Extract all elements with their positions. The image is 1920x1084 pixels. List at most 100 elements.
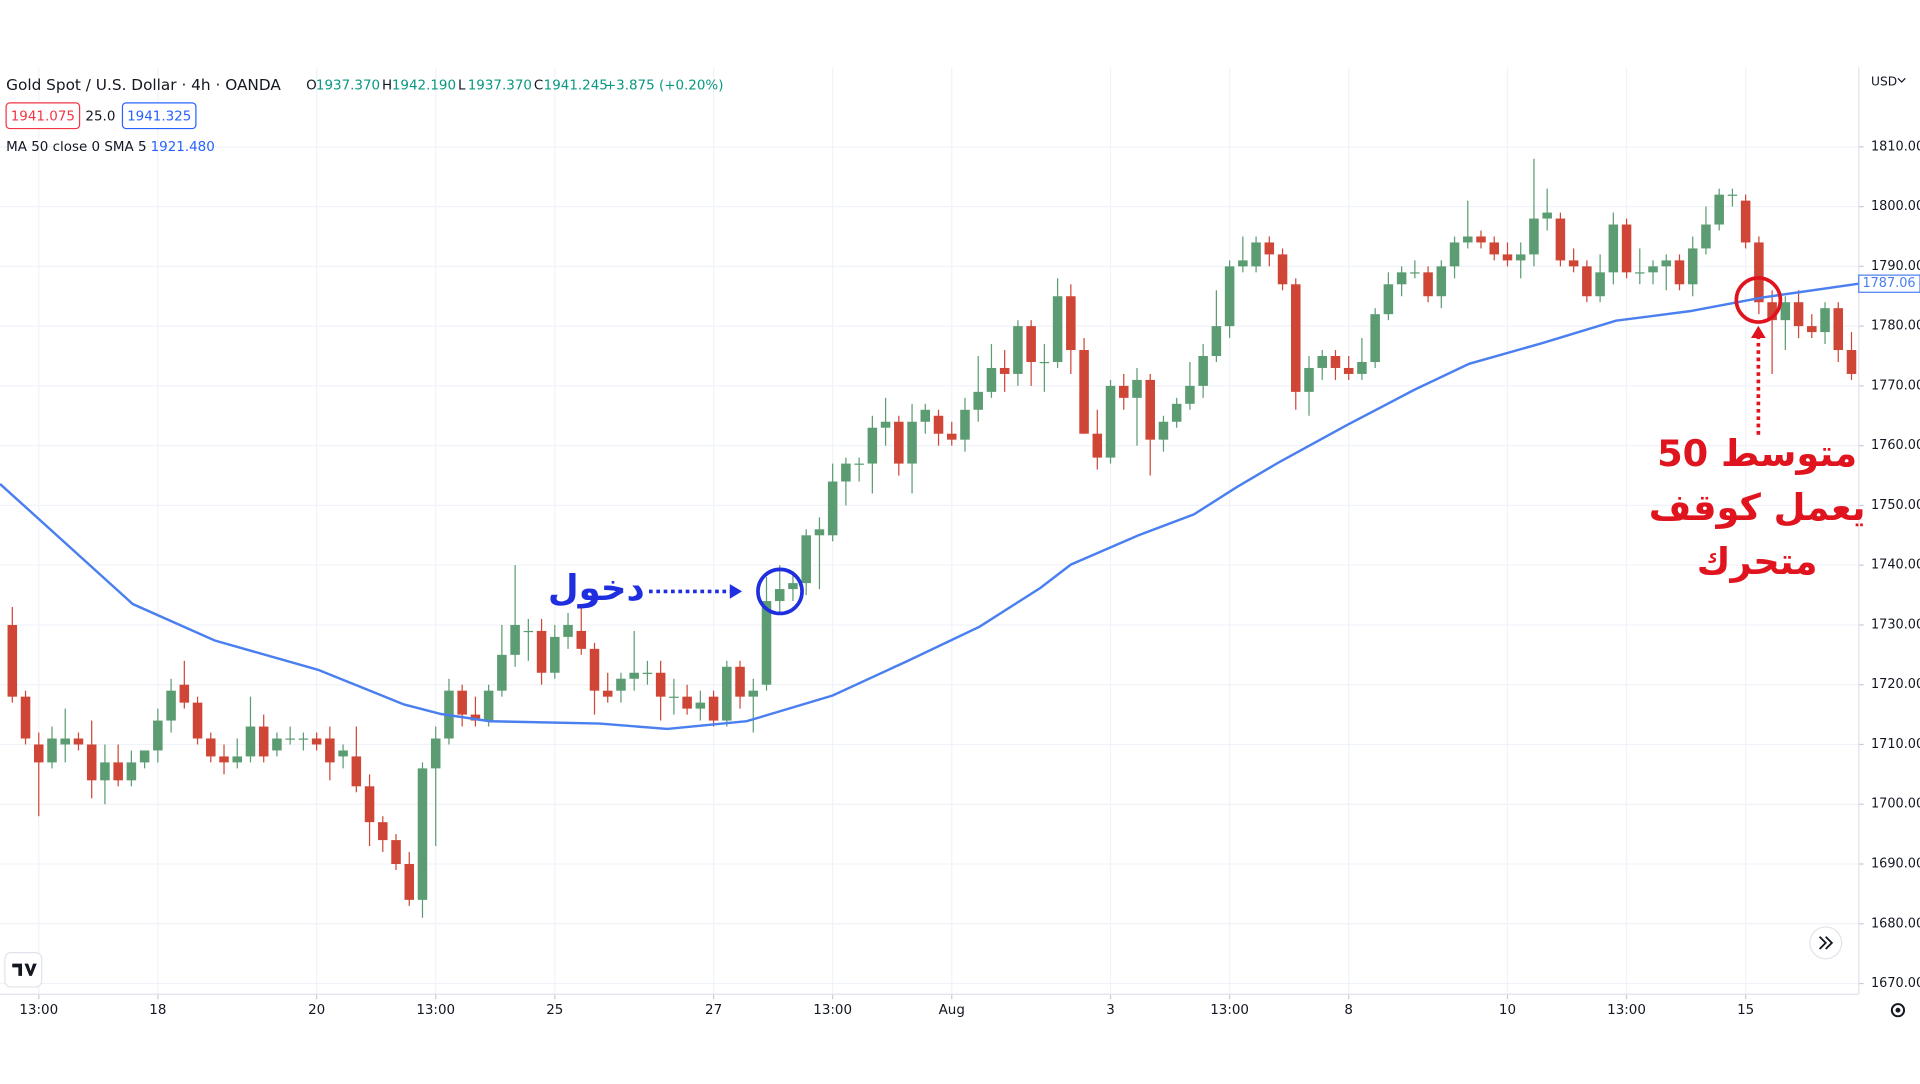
candle-body	[34, 744, 44, 763]
ohlc-value: 1937.370	[468, 79, 532, 94]
candle-body	[325, 738, 335, 763]
candle-body	[1568, 260, 1579, 267]
candle-body	[1436, 266, 1447, 297]
candle-body	[854, 463, 864, 465]
symbol: Gold Spot / U.S. Dollar · 4h · OANDA	[6, 76, 281, 94]
stop-arrowhead	[1751, 325, 1766, 338]
candle-body	[1105, 385, 1116, 458]
stop-circle	[1734, 276, 1783, 324]
ohlc-legend: O 1937.370 H 1942.190 L 1937.370 C 1941.245+3.8…	[306, 79, 723, 94]
candle-body	[206, 738, 216, 757]
y-tick-label: 1790.00	[1871, 259, 1920, 274]
candle-body	[1224, 266, 1235, 327]
candle-body	[669, 696, 679, 698]
y-tick-label: 1700.00	[1871, 797, 1920, 812]
candle-body	[1423, 272, 1433, 297]
candle-body	[1754, 242, 1764, 303]
candle-body	[364, 786, 375, 823]
candle-body	[946, 433, 957, 440]
candle-body	[986, 367, 997, 392]
candle-body	[338, 750, 348, 757]
candle-body	[1238, 260, 1248, 267]
candle-body	[1343, 367, 1354, 374]
candle-body	[404, 864, 415, 900]
candle-body	[682, 696, 692, 709]
candle-body	[1383, 284, 1394, 315]
candle-body	[801, 535, 811, 584]
candle-body	[1185, 385, 1195, 404]
candle-body	[1066, 296, 1076, 351]
x-tick-label: 25	[546, 1003, 563, 1018]
ask-box	[121, 102, 197, 130]
candle-body	[100, 762, 110, 781]
candle-body	[86, 744, 97, 781]
candle-body	[1463, 236, 1473, 243]
ohlc-change: +3.875 (+0.20%)	[605, 79, 724, 94]
candle-body	[1582, 266, 1592, 297]
candle-body	[179, 684, 190, 703]
candle-body	[430, 738, 441, 769]
candle-body	[73, 738, 84, 745]
entry-label: دخول	[548, 568, 645, 609]
candle-body	[894, 421, 904, 464]
candle-body	[695, 702, 706, 709]
settings-button[interactable]	[1890, 1003, 1906, 1018]
candle-body	[1489, 242, 1500, 255]
y-tick-label: 1720.00	[1871, 677, 1920, 692]
candle-body	[722, 666, 732, 721]
candle-body	[1820, 308, 1830, 333]
candle-body	[748, 690, 759, 697]
candle-body	[351, 756, 362, 787]
candle-body	[20, 696, 31, 739]
candle-body	[814, 529, 825, 536]
x-tick-label: 8	[1344, 1003, 1353, 1018]
candle-body	[1277, 254, 1288, 285]
y-tick-label: 1740.00	[1871, 558, 1920, 573]
y-tick-label: 1670.00	[1871, 976, 1920, 991]
x-tick-label: 15	[1737, 1003, 1754, 1018]
plot-area	[0, 67, 1859, 995]
candle-body	[867, 427, 878, 464]
candle-body	[1608, 224, 1619, 273]
bid-box	[5, 102, 81, 130]
y-tick-label: 1750.00	[1871, 498, 1920, 513]
candle-body	[1727, 194, 1738, 196]
candle-body	[1092, 433, 1103, 458]
ma-legend-name: MA 50 close 0 SMA 5	[6, 140, 146, 155]
candle-body	[880, 421, 891, 428]
candle-body	[1621, 224, 1632, 273]
candle-body	[1661, 260, 1672, 267]
x-tick-label: 18	[149, 1003, 166, 1018]
candle-body	[774, 589, 785, 602]
scroll-button[interactable]	[1809, 926, 1843, 960]
candle-body	[1595, 272, 1605, 297]
candle-body	[470, 714, 481, 721]
note-line: متوسط 50	[1657, 432, 1857, 475]
spread: 25.0	[85, 109, 115, 124]
ohlc-value: 1942.190	[392, 79, 456, 94]
candle-body	[920, 409, 931, 422]
candle-body	[298, 738, 309, 740]
candle-body	[841, 463, 851, 482]
candle-body	[1740, 200, 1751, 243]
candle-body	[1291, 284, 1301, 392]
ma-price-label: 1787.06	[1862, 276, 1915, 291]
candle-body	[126, 762, 137, 781]
x-tick-label: 20	[308, 1003, 325, 1018]
candle-body	[1674, 260, 1685, 285]
candle-body	[589, 648, 600, 691]
candle-body	[1846, 350, 1857, 374]
candle-body	[285, 738, 295, 740]
candle-body	[827, 481, 838, 536]
candle-body	[550, 636, 560, 673]
candle-body	[1211, 326, 1222, 357]
candle-body	[1132, 379, 1142, 398]
candle-body	[378, 822, 388, 841]
y-tick-label: 1770.00	[1871, 378, 1920, 393]
candle-body	[1515, 254, 1526, 261]
candle-body	[139, 750, 150, 763]
ma-price-box	[1858, 274, 1920, 293]
candle-body	[7, 624, 18, 697]
bid: 1941.075	[11, 109, 75, 124]
candle-body	[523, 630, 534, 633]
